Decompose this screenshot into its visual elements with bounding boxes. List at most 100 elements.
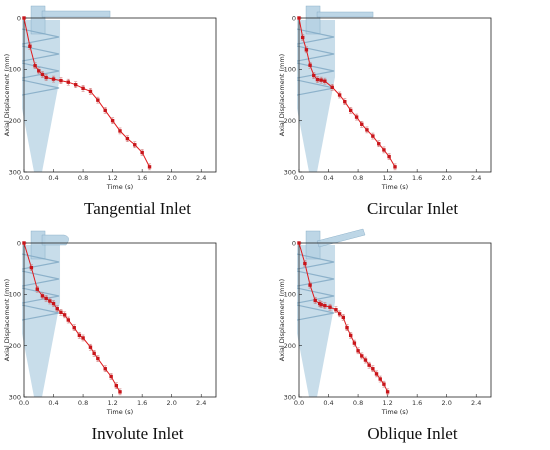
data-point	[360, 122, 364, 126]
data-point	[300, 35, 305, 40]
y-tick-label: 300	[284, 168, 296, 176]
cyclone-cone	[297, 302, 336, 397]
x-tick-label: 2.4	[196, 399, 206, 407]
cyclone-inlet-pipe	[316, 11, 374, 18]
x-tick-label: 2.4	[471, 174, 481, 182]
cyclone-cone	[297, 77, 336, 172]
data-point	[297, 16, 301, 20]
x-axis-label: Time (s)	[381, 183, 408, 191]
chart-caption: Circular Inlet	[366, 199, 459, 218]
data-point	[103, 108, 107, 113]
cyclone-helix	[22, 304, 60, 321]
cyclone-illustration	[297, 228, 366, 397]
cyclone-helix	[297, 304, 335, 321]
x-tick-label: 0.4	[48, 174, 58, 182]
data-point	[29, 265, 34, 270]
data-point	[118, 129, 122, 133]
data-point	[374, 372, 379, 376]
data-point	[352, 341, 357, 345]
chart-panel-involute: 0 100 200 300 0.0 0.4 0.8 1.2 1.6 2.0 2.4 Time (s) A…	[0, 225, 275, 450]
plot-frame	[298, 17, 492, 173]
data-point	[55, 307, 59, 311]
data-point	[308, 283, 312, 287]
data-point	[88, 345, 93, 349]
data-point	[337, 93, 342, 97]
y-axis-label: Axial Displacement (mm)	[3, 279, 11, 361]
data-point	[40, 72, 45, 77]
y-tick-label: 100	[9, 66, 21, 74]
data-point	[377, 142, 381, 146]
y-tick-label: 200	[284, 342, 296, 350]
cyclone-helix	[297, 79, 335, 96]
data-point	[81, 86, 85, 91]
cyclone-helix	[22, 28, 60, 45]
data-point	[341, 315, 346, 320]
data-point	[360, 354, 364, 358]
data-point	[382, 148, 386, 152]
y-tick-label: 100	[284, 291, 296, 299]
chart-caption: Involute Inlet	[91, 424, 184, 443]
x-tick-label: 0.0	[19, 174, 29, 182]
data-point	[133, 143, 137, 147]
x-tick-label: 1.6	[412, 399, 422, 407]
data-point	[334, 308, 338, 312]
y-tick-label: 0	[292, 239, 296, 247]
data-point	[96, 98, 100, 102]
data-point	[363, 358, 368, 362]
x-axis-label: Time (s)	[106, 408, 133, 416]
x-tick-label: 2.4	[196, 174, 206, 182]
data-point	[382, 382, 386, 386]
y-tick-label: 300	[9, 393, 21, 401]
data-point	[328, 305, 332, 309]
cyclone-inlet-pipe	[316, 228, 366, 248]
x-tick-label: 1.2	[382, 174, 392, 182]
y-tick-label: 0	[17, 239, 21, 247]
x-tick-label: 1.2	[382, 399, 392, 407]
data-point	[66, 318, 71, 322]
data-point	[393, 165, 397, 169]
data-point	[81, 336, 85, 340]
plot-frame	[23, 242, 217, 398]
data-point	[308, 63, 312, 67]
data-point	[37, 69, 41, 73]
cyclone-helix	[297, 287, 335, 304]
data-point	[72, 326, 76, 330]
cyclone-helix	[22, 45, 60, 62]
y-tick-label: 0	[17, 14, 21, 22]
y-axis-label: Axial Displacement (mm)	[278, 279, 286, 361]
data-point	[303, 261, 307, 266]
cyclone-helix	[297, 270, 335, 287]
x-axis-label: Time (s)	[381, 408, 408, 416]
x-axis-label: Time (s)	[106, 183, 133, 191]
cyclone-helix	[22, 62, 60, 79]
x-tick-label: 0.0	[294, 174, 304, 182]
x-tick-label: 1.2	[107, 399, 117, 407]
cyclone-vortex-finder	[30, 5, 46, 35]
x-tick-label: 2.0	[442, 174, 452, 182]
data-point	[367, 363, 371, 367]
data-point	[33, 64, 37, 68]
x-tick-label: 0.0	[19, 399, 29, 407]
y-axis-label: Axial Displacement (mm)	[3, 54, 11, 136]
data-point	[40, 294, 45, 298]
y-tick-label: 100	[284, 66, 296, 74]
data-point	[44, 296, 48, 301]
chart-panel-circular: 0 100 200 300 0.0 0.4 0.8 1.2 1.6 2.0 2.4 Time (s) A…	[275, 0, 550, 225]
data-point	[319, 78, 323, 82]
data-point	[385, 390, 390, 394]
y-tick-label: 100	[9, 291, 21, 299]
data-point	[118, 390, 122, 394]
data-point	[59, 78, 63, 83]
cyclone-illustration	[297, 5, 374, 172]
x-tick-label: 2.0	[167, 174, 177, 182]
y-tick-label: 0	[292, 14, 296, 22]
x-tick-label: 0.8	[78, 399, 88, 407]
data-point	[354, 115, 359, 119]
data-point	[44, 75, 48, 80]
data-point	[337, 312, 342, 316]
y-tick-label: 200	[9, 342, 21, 350]
cyclone-helix	[22, 79, 60, 96]
cyclone-cone	[22, 302, 61, 397]
data-point	[22, 241, 26, 245]
